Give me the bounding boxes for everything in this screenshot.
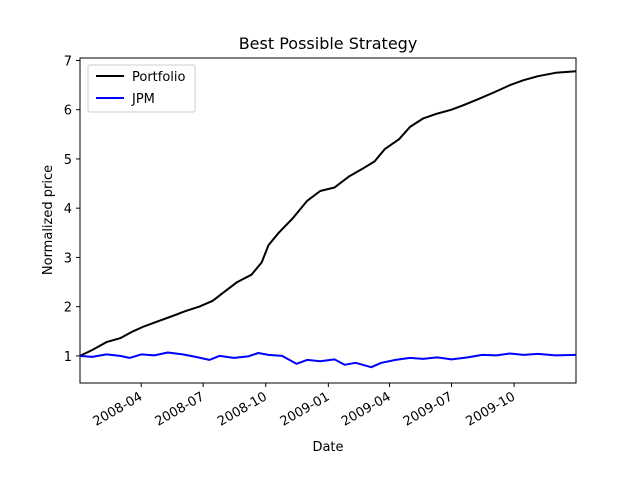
legend-jpm-label: JPM (131, 92, 155, 107)
legend-portfolio-label: Portfolio (132, 70, 186, 85)
y-tick-label: 2 (64, 301, 72, 316)
y-tick-label: 7 (64, 54, 72, 69)
series-line-portfolio (79, 70, 577, 357)
y-axis: 1 2 3 4 5 6 7 (64, 54, 80, 365)
x-axis-label: Date (312, 440, 343, 455)
y-tick-label: 1 (64, 350, 72, 365)
y-tick-label: 4 (64, 202, 72, 217)
y-tick-label: 5 (64, 153, 72, 168)
y-tick-label: 6 (64, 104, 72, 119)
legend: Portfolio JPM (87, 64, 196, 113)
y-axis-label: Normalized price (41, 165, 56, 275)
series-line-jpm (79, 351, 577, 369)
chart-title: Best Possible Strategy (239, 34, 418, 53)
y-tick-label: 3 (64, 251, 72, 266)
plot-area (79, 70, 577, 369)
